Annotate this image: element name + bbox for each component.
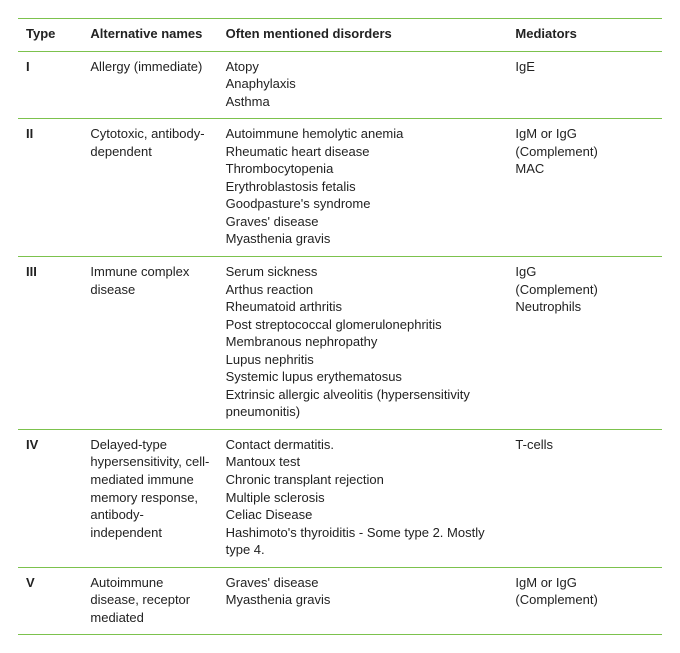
cell-type: II [18,119,82,257]
cell-mediators: T-cells [507,429,662,567]
disorder-line: Serum sickness [226,263,500,281]
hypersensitivity-types-table: Type Alternative names Often mentioned d… [18,18,662,635]
disorder-line: Lupus nephritis [226,351,500,369]
cell-mediators: IgM or IgG(Complement) [507,567,662,635]
disorder-line: Atopy [226,58,500,76]
table-body: I Allergy (immediate) AtopyAnaphylaxisAsth… [18,51,662,635]
table-row: IIIImmune complex disease Serum sicknessA… [18,257,662,430]
cell-type: I [18,51,82,119]
col-header-dis: Often mentioned disorders [218,19,508,52]
disorder-line: Contact dermatitis. [226,436,500,454]
disorder-line: Rheumatic heart disease [226,143,500,161]
cell-type: V [18,567,82,635]
mediator-line: Neutrophils [515,298,654,316]
disorder-line: Arthus reaction [226,281,500,299]
mediator-line: (Complement) [515,143,654,161]
disorder-line: Myasthenia gravis [226,230,500,248]
alt-name-line: Delayed-type hypersensitivity, cell-medi… [90,436,209,541]
alt-name-line: Cytotoxic, antibody-dependent [90,125,209,160]
table-row: IICytotoxic, antibody-dependent Autoimmun… [18,119,662,257]
disorder-line: Rheumatoid arthritis [226,298,500,316]
col-header-med: Mediators [507,19,662,52]
cell-alt-names: Allergy (immediate) [82,51,217,119]
disorder-line: Graves' disease [226,213,500,231]
mediator-line: IgM or IgG [515,125,654,143]
cell-disorders: Contact dermatitis.Mantoux testChronic t… [218,429,508,567]
cell-type: IV [18,429,82,567]
disorder-line: Hashimoto's thyroiditis - Some type 2. M… [226,524,500,559]
disorder-line: Membranous nephropathy [226,333,500,351]
cell-disorders: Serum sicknessArthus reactionRheumatoid … [218,257,508,430]
disorder-line: Post streptococcal glomerulonephritis [226,316,500,334]
mediator-line: (Complement) [515,591,654,609]
table-row: I Allergy (immediate) AtopyAnaphylaxisAsth… [18,51,662,119]
disorder-line: Celiac Disease [226,506,500,524]
disorder-line: Extrinsic allergic alveolitis (hypersens… [226,386,500,421]
disorder-line: Anaphylaxis [226,75,500,93]
cell-mediators: IgM or IgG(Complement)MAC [507,119,662,257]
cell-disorders: AtopyAnaphylaxisAsthma [218,51,508,119]
disorder-line: Mantoux test [226,453,500,471]
table-header: Type Alternative names Often mentioned d… [18,19,662,52]
disorder-line: Thrombocytopenia [226,160,500,178]
mediator-line: IgE [515,58,654,76]
disorder-line: Autoimmune hemolytic anemia [226,125,500,143]
table-row: VAutoimmune disease, receptor mediatedGr… [18,567,662,635]
col-header-type: Type [18,19,82,52]
mediator-line: IgM or IgG [515,574,654,592]
disorder-line: Goodpasture's syndrome [226,195,500,213]
cell-mediators: IgE [507,51,662,119]
mediator-line: IgG [515,263,654,281]
mediator-line: T-cells [515,436,654,454]
cell-alt-names: Cytotoxic, antibody-dependent [82,119,217,257]
disorder-line: Asthma [226,93,500,111]
alt-name-line: Autoimmune disease, receptor mediated [90,574,209,627]
alt-name-line: Allergy (immediate) [90,58,209,76]
disorder-line: Chronic transplant rejection [226,471,500,489]
disorder-line: Systemic lupus erythematosus [226,368,500,386]
cell-type: III [18,257,82,430]
disorder-line: Myasthenia gravis [226,591,500,609]
col-header-alt: Alternative names [82,19,217,52]
cell-disorders: Autoimmune hemolytic anemiaRheumatic hea… [218,119,508,257]
cell-mediators: IgG(Complement)Neutrophils [507,257,662,430]
mediator-line: (Complement) [515,281,654,299]
disorder-line: Graves' disease [226,574,500,592]
alt-name-line: Immune complex disease [90,263,209,298]
disorder-line: Erythroblastosis fetalis [226,178,500,196]
cell-disorders: Graves' diseaseMyasthenia gravis [218,567,508,635]
cell-alt-names: Autoimmune disease, receptor mediated [82,567,217,635]
mediator-line: MAC [515,160,654,178]
cell-alt-names: Immune complex disease [82,257,217,430]
cell-alt-names: Delayed-type hypersensitivity, cell-medi… [82,429,217,567]
disorder-line: Multiple sclerosis [226,489,500,507]
table-row: IVDelayed-type hypersensitivity, cell-me… [18,429,662,567]
